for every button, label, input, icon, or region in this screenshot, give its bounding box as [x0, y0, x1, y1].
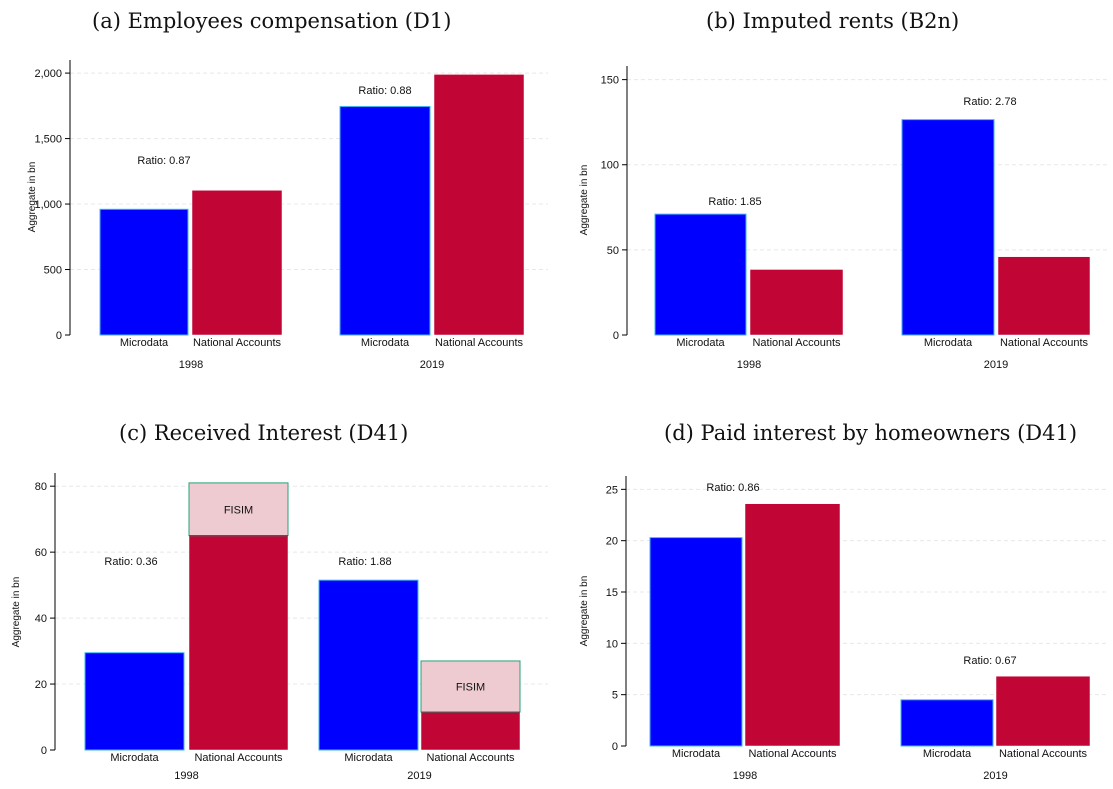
- bar-fisim-2019: [420, 660, 521, 713]
- group-label: 2019: [983, 770, 1007, 782]
- ratio-annotation: Ratio: 2.78: [963, 96, 1016, 108]
- y-tick-label: 0: [612, 741, 618, 753]
- bar-national-accounts-1998: [744, 503, 841, 747]
- chart-title-d: (d) Paid interest by homeowners (D41): [664, 421, 1078, 445]
- bar-microdata-1998: [84, 652, 185, 751]
- category-label: National Accounts: [999, 748, 1088, 760]
- chart-title-c: (c) Received Interest (D41): [119, 421, 409, 445]
- y-tick-label: 20: [35, 679, 47, 691]
- category-label: National Accounts: [1000, 337, 1089, 349]
- bar-national-accounts-2019: [997, 256, 1091, 336]
- group-label: 2019: [407, 770, 431, 782]
- bar-national-accounts-2019: [420, 711, 521, 751]
- category-label: National Accounts: [752, 337, 841, 349]
- category-label: Microdata: [676, 337, 725, 349]
- category-label: Microdata: [923, 748, 972, 760]
- bar-microdata-2019: [339, 105, 431, 336]
- category-label: Microdata: [672, 748, 721, 760]
- category-label: National Accounts: [748, 748, 837, 760]
- y-tick-label: 20: [606, 536, 618, 548]
- bar-fisim-1998: [188, 482, 289, 537]
- category-label: National Accounts: [435, 337, 524, 349]
- y-tick-label: 100: [601, 160, 619, 172]
- category-label: Microdata: [110, 752, 159, 764]
- category-label: National Accounts: [194, 752, 283, 764]
- group-label: 2019: [984, 359, 1008, 371]
- y-tick-label: 5: [612, 690, 618, 702]
- group-label: 1998: [179, 359, 203, 371]
- ratio-annotation: Ratio: 1.85: [708, 196, 761, 208]
- bar-national-accounts-1998: [191, 190, 283, 336]
- group-label: 1998: [174, 770, 198, 782]
- y-tick-label: 15: [606, 587, 618, 599]
- y-tick-label: 40: [35, 613, 47, 625]
- y-axis-label: Aggregate in bn: [579, 576, 590, 647]
- ratio-annotation: Ratio: 0.36: [104, 556, 157, 568]
- y-tick-label: 0: [613, 330, 619, 342]
- chart-title-b: (b) Imputed rents (B2n): [706, 9, 960, 33]
- group-label: 1998: [733, 770, 757, 782]
- ratio-annotation: Ratio: 1.88: [338, 556, 391, 568]
- y-tick-label: 60: [35, 547, 47, 559]
- group-label: 1998: [737, 359, 761, 371]
- y-tick-label: 10: [606, 638, 618, 650]
- y-tick-label: 500: [44, 265, 62, 277]
- ratio-annotation: Ratio: 0.67: [963, 655, 1016, 667]
- group-label: 2019: [420, 359, 444, 371]
- y-tick-label: 0: [56, 330, 62, 342]
- fisim-label: FISIM: [224, 504, 253, 516]
- y-tick-label: 25: [606, 484, 618, 496]
- bar-microdata-2019: [901, 119, 995, 336]
- category-label: National Accounts: [193, 337, 282, 349]
- y-axis-label: Aggregate in bn: [27, 162, 38, 233]
- category-label: Microdata: [120, 337, 169, 349]
- y-tick-label: 50: [607, 245, 619, 257]
- fisim-label: FISIM: [456, 682, 485, 694]
- y-tick-label: 0: [41, 745, 47, 757]
- y-tick-label: 150: [601, 75, 619, 87]
- category-label: Microdata: [924, 337, 973, 349]
- bar-national-accounts-2019: [433, 74, 525, 336]
- y-axis-label: Aggregate in bn: [11, 577, 22, 648]
- bar-national-accounts-1998: [188, 535, 289, 751]
- chart-title-a: (a) Employees compensation (D1): [92, 9, 452, 33]
- y-axis-label: Aggregate in bn: [579, 165, 590, 236]
- ratio-annotation: Ratio: 0.87: [137, 155, 190, 167]
- category-label: Microdata: [361, 337, 410, 349]
- bar-microdata-2019: [900, 699, 994, 747]
- bar-microdata-1998: [99, 208, 189, 336]
- bar-microdata-1998: [654, 213, 747, 336]
- category-label: National Accounts: [426, 752, 515, 764]
- bar-national-accounts-2019: [995, 675, 1091, 747]
- bar-national-accounts-1998: [749, 269, 844, 336]
- bar-microdata-2019: [318, 579, 419, 751]
- y-tick-label: 1,000: [34, 199, 62, 211]
- y-tick-label: 80: [35, 481, 47, 493]
- ratio-annotation: Ratio: 0.86: [706, 482, 759, 494]
- ratio-annotation: Ratio: 0.88: [358, 85, 411, 97]
- y-tick-label: 1,500: [34, 134, 62, 146]
- bar-microdata-1998: [649, 537, 743, 747]
- y-tick-label: 2,000: [34, 68, 62, 80]
- category-label: Microdata: [344, 752, 393, 764]
